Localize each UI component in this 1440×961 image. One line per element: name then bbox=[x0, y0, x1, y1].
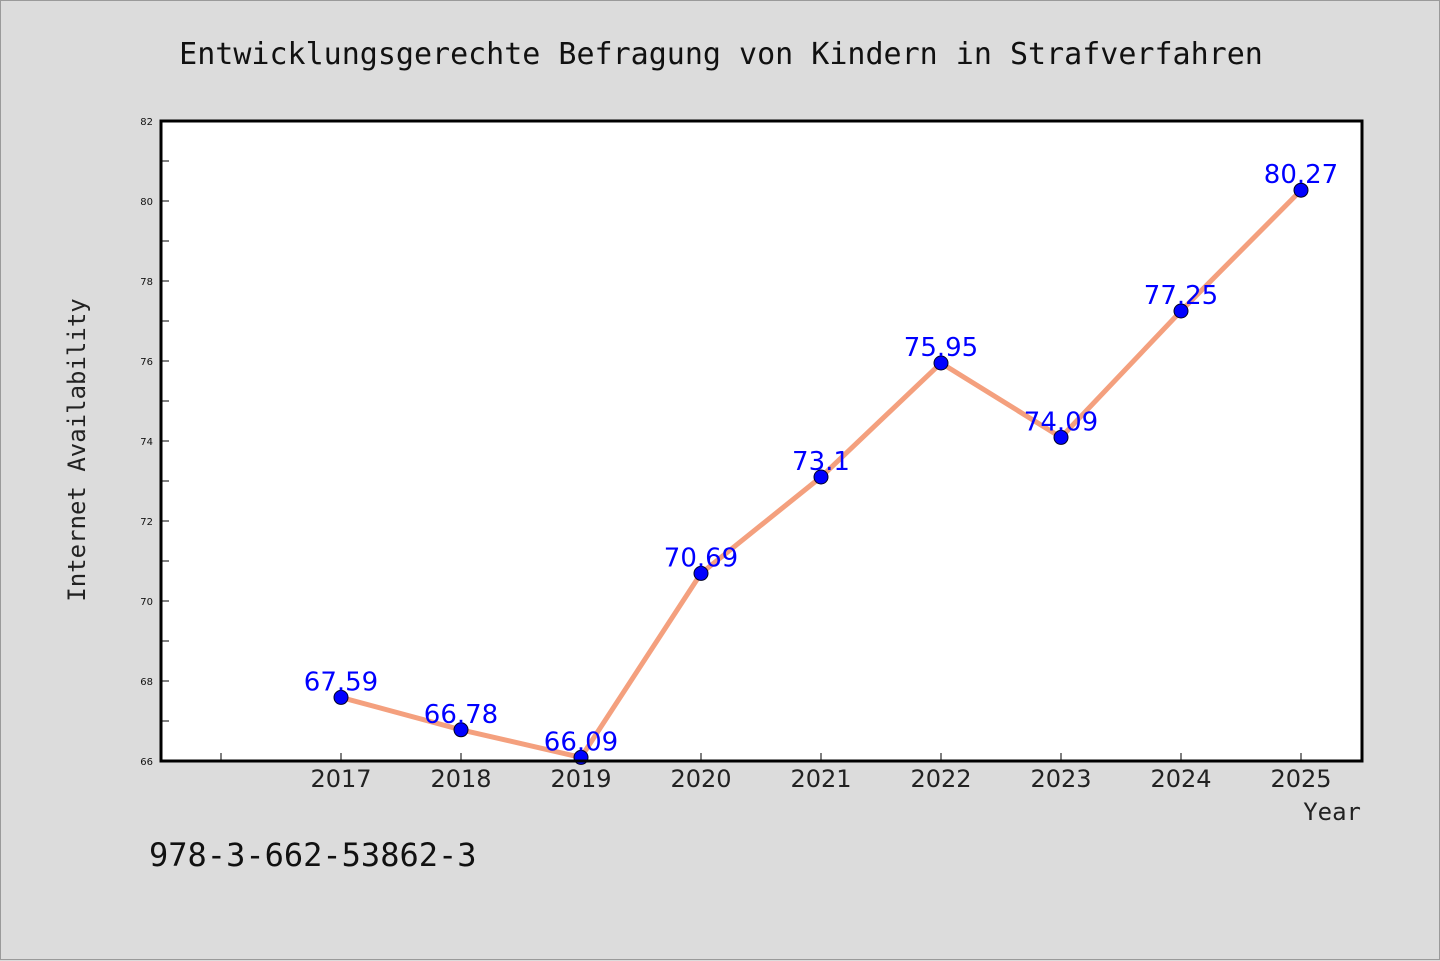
y-axis: 66 68 70 72 74 76 78 80 82 bbox=[140, 117, 169, 768]
y-tick-label: 76 bbox=[140, 357, 153, 368]
chart-title: Entwicklungsgerechte Befragung von Kinde… bbox=[179, 37, 1263, 72]
x-axis: 2017 2018 2019 2020 2021 2022 2023 2024 2025 bbox=[220, 753, 1332, 793]
data-point bbox=[693, 565, 709, 581]
y-tick-label: 66 bbox=[140, 757, 153, 768]
data-point bbox=[453, 722, 469, 738]
y-tick-label: 80 bbox=[140, 197, 153, 208]
data-point bbox=[1053, 429, 1069, 445]
data-label: 66.78 bbox=[424, 700, 498, 730]
data-label: 66.09 bbox=[544, 727, 618, 757]
x-tick-label: 2017 bbox=[310, 765, 371, 793]
data-label: 67.59 bbox=[304, 667, 378, 697]
x-tick-label: 2021 bbox=[790, 765, 851, 793]
series-line-group bbox=[333, 182, 1309, 765]
plot-border bbox=[159, 119, 1364, 763]
data-label: 80.27 bbox=[1264, 160, 1338, 190]
data-point bbox=[1173, 303, 1189, 319]
x-tick-label: 2022 bbox=[910, 765, 971, 793]
data-point bbox=[933, 355, 949, 371]
data-label: 73.1 bbox=[792, 447, 850, 477]
x-axis-label: Year bbox=[1303, 798, 1361, 826]
data-label: 74.09 bbox=[1024, 407, 1098, 437]
data-label: 70.69 bbox=[664, 543, 738, 573]
data-point bbox=[1293, 182, 1309, 198]
data-point bbox=[333, 689, 349, 705]
y-tick-label: 78 bbox=[140, 277, 153, 288]
x-tick-label: 2020 bbox=[670, 765, 731, 793]
x-tick-label: 2024 bbox=[1150, 765, 1211, 793]
x-tick-label: 2025 bbox=[1270, 765, 1331, 793]
y-tick-label: 70 bbox=[140, 597, 153, 608]
x-tick-label: 2019 bbox=[550, 765, 611, 793]
y-tick-label: 72 bbox=[140, 517, 153, 528]
y-axis-label: Internet Availability bbox=[63, 298, 91, 601]
plot-area bbox=[161, 121, 1362, 761]
isbn-text: 978-3-662-53862-3 bbox=[149, 836, 477, 874]
y-tick-label: 82 bbox=[140, 117, 153, 128]
y-tick-label: 74 bbox=[140, 437, 153, 448]
data-label: 77.25 bbox=[1144, 281, 1218, 311]
x-tick-label: 2023 bbox=[1030, 765, 1091, 793]
data-label: 75.95 bbox=[904, 333, 978, 363]
data-label-group: 67.59 66.78 66.09 70.69 73.1 75.95 74.09 77.25 8… bbox=[304, 160, 1338, 757]
y-tick-label: 68 bbox=[140, 677, 153, 688]
x-tick-label: 2018 bbox=[430, 765, 491, 793]
data-point bbox=[813, 469, 829, 485]
